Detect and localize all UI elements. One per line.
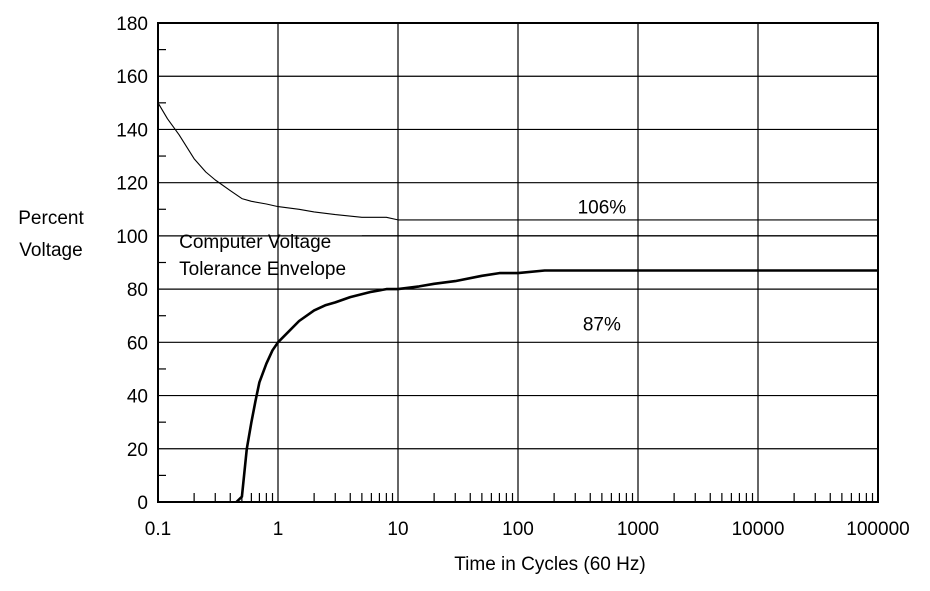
minor-ticks: [158, 49, 874, 502]
x-tick-label: 100000: [846, 519, 909, 540]
series-lines: [157, 102, 878, 503]
y-tick-label: 120: [116, 174, 148, 195]
y-tick-label: 40: [127, 387, 148, 408]
x-tick-label: 10: [387, 519, 408, 540]
y-tick-label: 80: [127, 280, 148, 301]
y-axis-title-line-2: Voltage: [19, 240, 82, 261]
annotation-lower: 87%: [583, 315, 621, 336]
y-tick-label: 100: [116, 227, 148, 248]
y-tick-label: 140: [116, 120, 148, 141]
x-tick-label: 0.1: [145, 519, 171, 540]
plot-frame: [157, 22, 879, 503]
y-axis-title-line-1: Percent: [18, 208, 84, 229]
annotations: 106% 87% Computer Voltage Tolerance Envelop…: [179, 198, 626, 336]
annotation-env2: Tolerance Envelope: [179, 259, 346, 280]
x-axis-title: Time in Cycles (60 Hz): [454, 554, 645, 575]
x-tick-label: 100: [502, 519, 534, 540]
lower-limit-line: [235, 269, 878, 503]
y-tick-label: 20: [127, 440, 148, 461]
upper-limit-line: [157, 102, 878, 221]
y-tick-label: 180: [116, 14, 148, 35]
x-tick-label: 10000: [732, 519, 785, 540]
annotation-upper: 106%: [578, 198, 627, 219]
x-tick-labels: 0.1 1 10 100 1000 10000 100000: [145, 519, 910, 540]
x-tick-label: 1000: [617, 519, 659, 540]
x-tick-label: 1: [273, 519, 284, 540]
y-tick-label: 60: [127, 333, 148, 354]
y-tick-label: 0: [137, 493, 148, 514]
y-tick-labels: 0 20 40 60 80 100 120 140 160 180: [116, 14, 148, 514]
annotation-env1: Computer Voltage: [179, 232, 331, 253]
y-tick-label: 160: [116, 67, 148, 88]
